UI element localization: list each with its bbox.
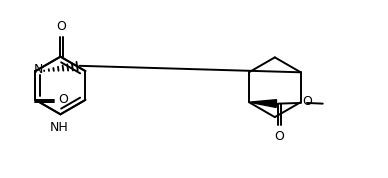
Text: NH: NH <box>49 121 68 134</box>
Polygon shape <box>249 100 277 107</box>
Text: O: O <box>274 130 284 143</box>
Text: O: O <box>303 95 313 108</box>
Text: O: O <box>57 20 67 33</box>
Text: N: N <box>34 63 43 76</box>
Text: O: O <box>58 93 68 106</box>
